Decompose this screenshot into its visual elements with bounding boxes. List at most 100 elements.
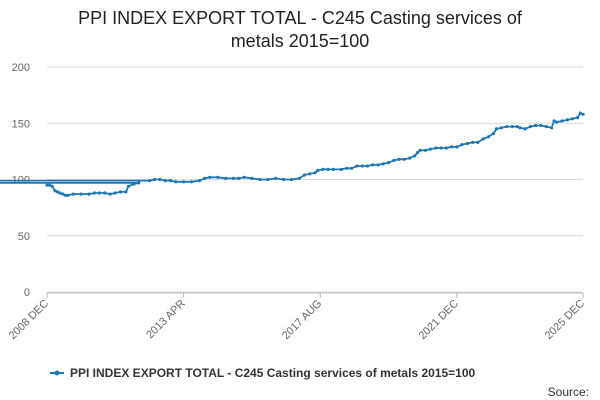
data-point[interactable] xyxy=(137,181,141,185)
data-point[interactable] xyxy=(492,131,496,135)
data-point[interactable] xyxy=(289,177,293,182)
data-point[interactable] xyxy=(58,191,62,195)
data-point[interactable] xyxy=(376,163,380,167)
data-point[interactable] xyxy=(216,175,220,179)
data-point[interactable] xyxy=(345,166,349,170)
data-point[interactable] xyxy=(242,175,246,179)
data-point[interactable] xyxy=(534,123,538,128)
data-point[interactable] xyxy=(550,126,554,130)
data-point[interactable] xyxy=(282,177,286,182)
data-point[interactable] xyxy=(392,158,396,162)
data-point[interactable] xyxy=(465,141,469,146)
data-point[interactable] xyxy=(168,179,172,183)
data-point[interactable] xyxy=(476,140,480,144)
data-point[interactable] xyxy=(124,190,128,194)
data-point[interactable] xyxy=(528,125,533,129)
data-point[interactable] xyxy=(87,192,91,196)
data-point[interactable] xyxy=(523,127,527,131)
data-point[interactable] xyxy=(560,119,564,123)
data-point[interactable] xyxy=(570,117,575,121)
data-point[interactable] xyxy=(321,167,325,171)
data-point[interactable] xyxy=(355,164,359,168)
data-point[interactable] xyxy=(313,171,317,175)
data-point[interactable] xyxy=(53,189,57,193)
data-point[interactable] xyxy=(418,148,422,152)
data-point[interactable] xyxy=(153,177,157,182)
data-point[interactable] xyxy=(581,112,585,116)
series-line[interactable] xyxy=(0,112,584,197)
data-point[interactable] xyxy=(79,192,83,196)
data-point[interactable] xyxy=(387,161,391,165)
data-point[interactable] xyxy=(174,180,178,184)
data-point[interactable] xyxy=(231,176,235,180)
data-point[interactable] xyxy=(423,148,427,152)
data-point[interactable] xyxy=(455,145,459,149)
data-point[interactable] xyxy=(518,126,522,130)
data-point[interactable] xyxy=(297,176,301,180)
data-point[interactable] xyxy=(274,176,278,180)
data-point[interactable] xyxy=(258,177,262,182)
data-point[interactable] xyxy=(308,172,312,176)
data-point[interactable] xyxy=(55,190,60,194)
data-point[interactable] xyxy=(158,177,162,182)
data-point[interactable] xyxy=(182,180,186,184)
data-point[interactable] xyxy=(402,157,406,161)
data-point[interactable] xyxy=(450,145,454,149)
data-point[interactable] xyxy=(460,143,464,147)
data-point[interactable] xyxy=(578,111,582,115)
data-point[interactable] xyxy=(397,157,401,161)
data-point[interactable] xyxy=(413,154,417,158)
legend[interactable]: PPI INDEX EXPORT TOTAL - C245 Casting se… xyxy=(50,366,475,380)
data-point[interactable] xyxy=(434,146,438,150)
data-point[interactable] xyxy=(45,183,49,187)
data-point[interactable] xyxy=(66,193,70,197)
data-point[interactable] xyxy=(189,180,194,184)
data-point[interactable] xyxy=(339,167,343,171)
data-point[interactable] xyxy=(565,118,569,122)
data-point[interactable] xyxy=(203,176,207,180)
data-point[interactable] xyxy=(331,167,335,171)
data-point[interactable] xyxy=(499,126,503,130)
data-point[interactable] xyxy=(197,179,201,183)
data-point[interactable] xyxy=(360,164,364,168)
data-point[interactable] xyxy=(505,125,509,129)
data-point[interactable] xyxy=(113,191,117,195)
data-point[interactable] xyxy=(576,116,580,120)
data-point[interactable] xyxy=(408,156,412,160)
data-point[interactable] xyxy=(439,146,443,150)
data-point[interactable] xyxy=(510,125,514,129)
data-point[interactable] xyxy=(350,166,354,170)
data-point[interactable] xyxy=(486,135,491,139)
data-point[interactable] xyxy=(416,150,420,155)
data-point[interactable] xyxy=(237,176,241,180)
data-point[interactable] xyxy=(544,125,548,129)
data-point[interactable] xyxy=(61,192,65,196)
data-point[interactable] xyxy=(250,176,254,180)
data-point[interactable] xyxy=(326,167,330,171)
data-point[interactable] xyxy=(126,184,130,188)
data-point[interactable] xyxy=(50,184,54,188)
data-point[interactable] xyxy=(539,123,543,128)
data-point[interactable] xyxy=(381,162,385,166)
data-point[interactable] xyxy=(444,146,448,150)
data-point[interactable] xyxy=(163,179,167,183)
data-point[interactable] xyxy=(63,193,67,197)
data-point[interactable] xyxy=(552,119,556,123)
data-point[interactable] xyxy=(471,140,475,144)
data-point[interactable] xyxy=(224,176,228,180)
data-point[interactable] xyxy=(365,164,369,168)
data-point[interactable] xyxy=(481,137,485,141)
data-point[interactable] xyxy=(208,175,212,179)
data-point[interactable] xyxy=(119,190,123,194)
data-point[interactable] xyxy=(555,120,559,124)
data-point[interactable] xyxy=(103,191,107,195)
data-point[interactable] xyxy=(148,179,152,183)
data-point[interactable] xyxy=(48,183,52,187)
data-point[interactable] xyxy=(515,125,519,129)
data-point[interactable] xyxy=(316,168,320,173)
data-point[interactable] xyxy=(132,182,136,186)
data-point[interactable] xyxy=(266,177,270,182)
data-point[interactable] xyxy=(92,191,96,195)
data-point[interactable] xyxy=(71,192,75,196)
data-point[interactable] xyxy=(371,163,375,167)
